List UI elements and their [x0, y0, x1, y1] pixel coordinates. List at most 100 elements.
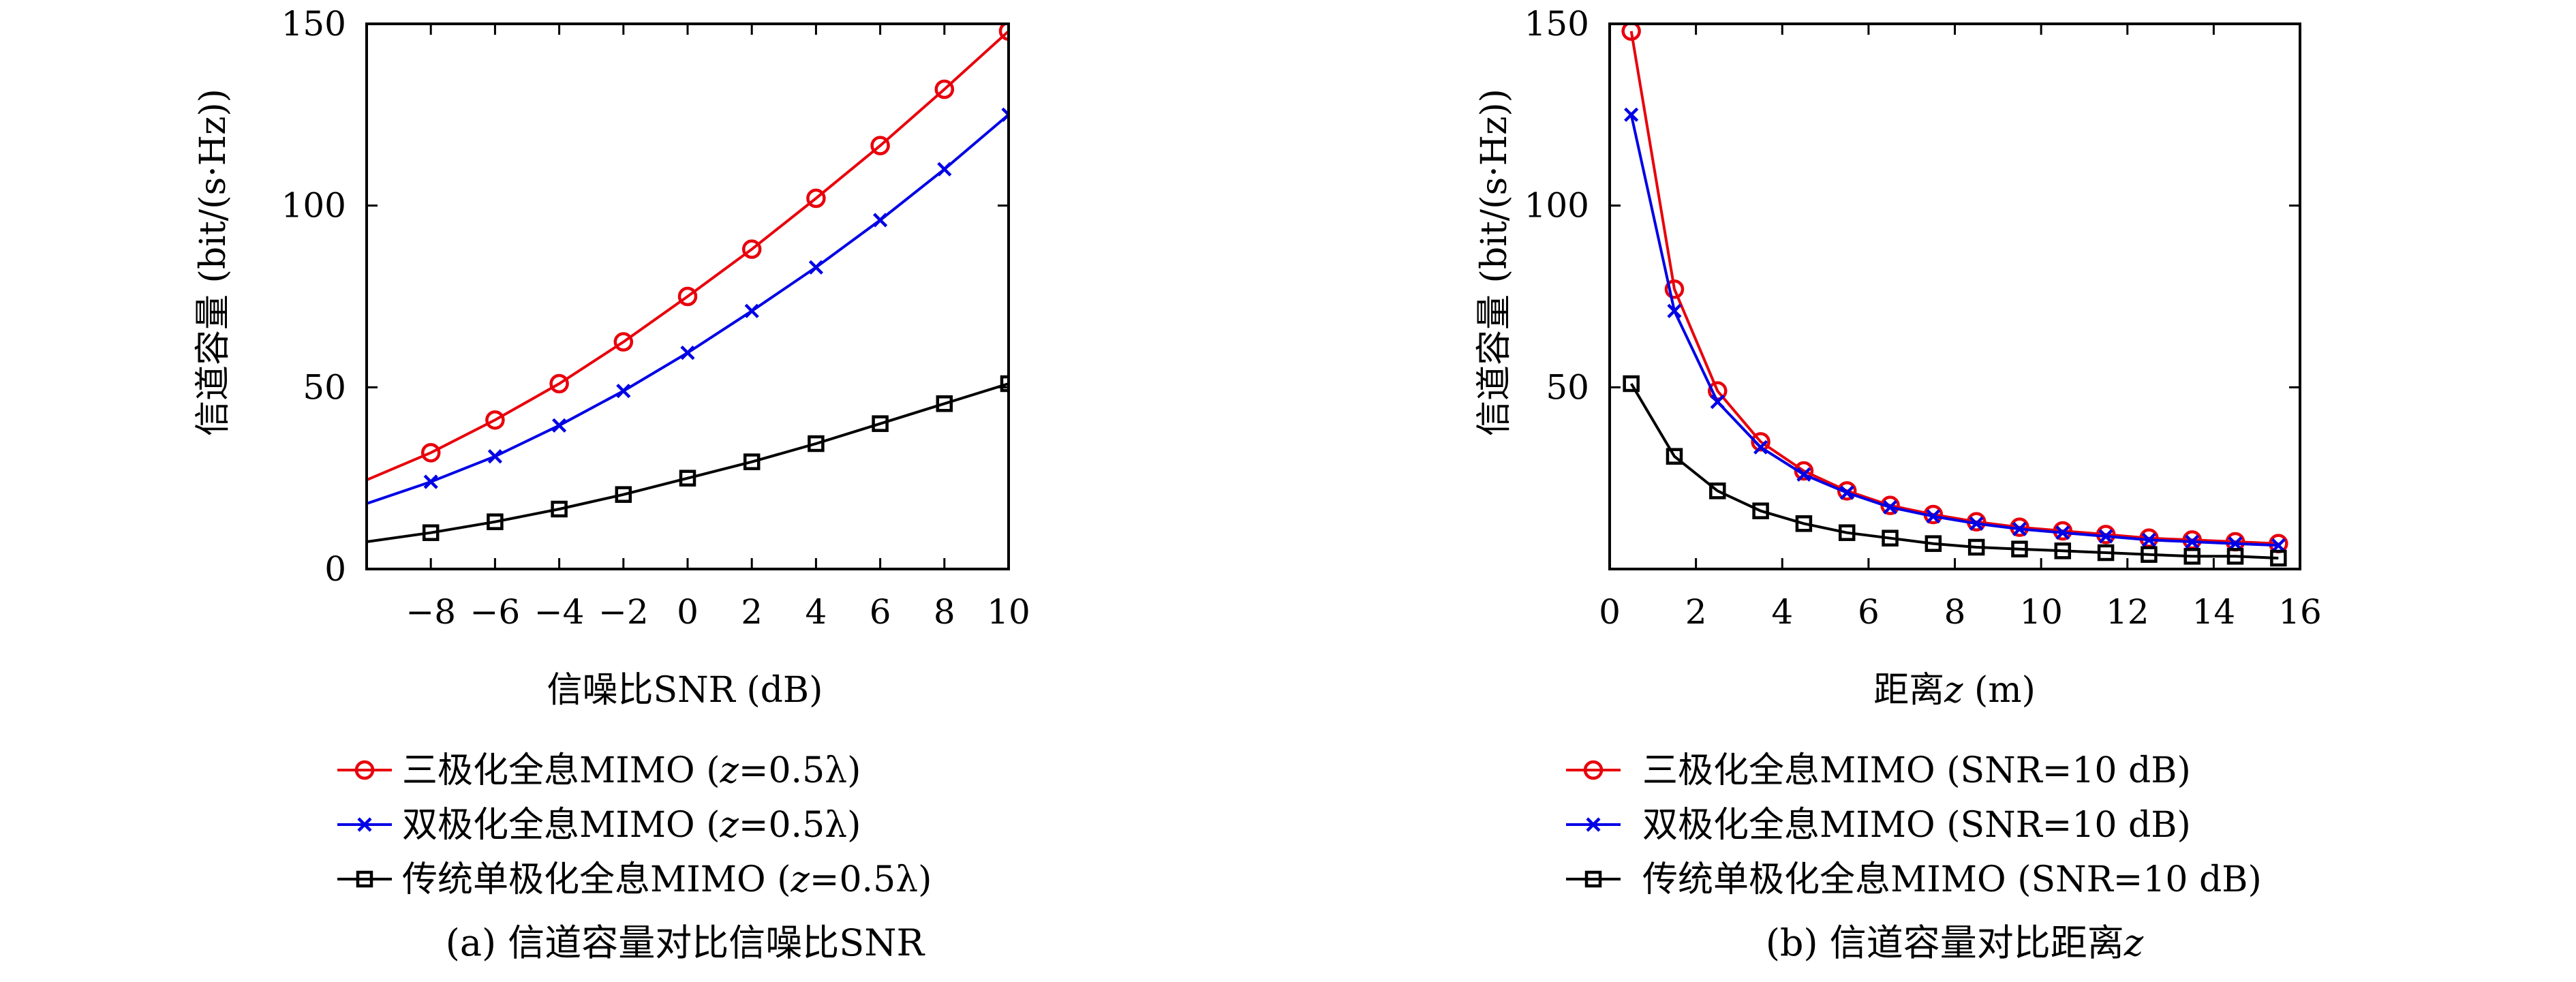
data-point [2270, 549, 2287, 567]
series-a-2 [367, 375, 1009, 543]
data-point [2271, 538, 2286, 553]
data-point [1000, 375, 1009, 393]
data-point [808, 260, 823, 275]
data-point [615, 486, 632, 503]
data-point [934, 79, 955, 99]
series-line [367, 382, 1009, 543]
data-point [998, 24, 1009, 41]
data-point [423, 474, 438, 489]
data-point [1882, 500, 1898, 515]
x-tick-label: −4 [534, 592, 585, 632]
x-tick-label: 0 [677, 592, 699, 632]
data-point [1624, 107, 1639, 122]
data-point [1710, 395, 1725, 410]
legend-marker [356, 870, 373, 888]
data-point [2141, 532, 2157, 547]
x-tick-label: −6 [470, 592, 521, 632]
chart-b: 0 2 4 6 8 10 12 14 16 50 100 150 信道容量 (bit/(s·Hz)) 距离… [1474, 4, 2322, 964]
data-point [806, 188, 826, 209]
legend-marker [354, 760, 375, 780]
x-tick-label: 6 [1858, 592, 1880, 632]
legend-label: 传统单极化全息MIMO (SNR=10 dB) [1642, 859, 2262, 900]
data-point [1967, 538, 1985, 556]
series-line [1629, 382, 2279, 559]
x-axis-label: 信噪比SNR (dB) [547, 670, 823, 711]
series-line [367, 113, 1009, 505]
figure-caption: (b) 信道容量对比距离z [1766, 921, 2144, 964]
series-line [1629, 114, 2279, 547]
legend-marker [1584, 870, 1602, 888]
data-point [872, 415, 889, 432]
data-point [420, 443, 441, 463]
x-tick-label: 2 [1685, 592, 1707, 632]
data-point [743, 453, 761, 470]
x-tick-label: 6 [870, 592, 891, 632]
x-tick-label: 8 [1944, 592, 1966, 632]
data-point [677, 286, 698, 307]
data-point [485, 410, 505, 430]
data-point [2012, 521, 2027, 536]
data-point [2185, 534, 2200, 549]
series-b-1 [1624, 107, 2286, 553]
data-point [1838, 524, 1856, 541]
x-tick-label: 4 [1771, 592, 1793, 632]
data-point [2141, 546, 2158, 563]
series-line [367, 30, 1009, 482]
data-point [1751, 432, 1770, 452]
data-point [487, 449, 502, 464]
data-point [616, 384, 631, 399]
data-point [1882, 530, 1899, 547]
y-tick-label: 150 [1524, 4, 1589, 44]
data-point [2098, 529, 2113, 544]
data-point [1839, 485, 1854, 500]
data-point [2183, 548, 2201, 565]
series-a-1 [367, 107, 1009, 505]
legend-label: 双极化全息MIMO (SNR=10 dB) [1642, 805, 2191, 846]
data-point [741, 239, 762, 259]
legend-label: 三极化全息MIMO (z=0.5λ) [402, 750, 861, 791]
x-tick-label: 12 [2106, 592, 2149, 632]
data-point [679, 470, 696, 487]
data-point [936, 395, 953, 412]
data-point [2228, 536, 2243, 551]
data-point [1623, 375, 1640, 393]
data-point [2055, 525, 2070, 540]
y-axis-label: 信道容量 (bit/(s·Hz)) [1474, 89, 1515, 436]
data-point [1969, 516, 1984, 531]
y-axis-label: 信道容量 (bit/(s·Hz)) [193, 89, 234, 436]
x-tick-label: 14 [2192, 592, 2236, 632]
series-b-0 [1621, 24, 2288, 553]
series-line [1629, 31, 2279, 545]
x-tick-label: −2 [598, 592, 649, 632]
data-point [1795, 515, 1813, 532]
x-tick-label: −8 [405, 592, 456, 632]
data-point [870, 136, 890, 155]
series-a-0 [367, 24, 1009, 482]
series-b-2 [1623, 375, 2287, 567]
data-point [487, 513, 504, 530]
x-tick-label: 0 [1599, 592, 1621, 632]
data-point [552, 418, 567, 433]
data-point [1752, 502, 1769, 519]
data-point [2097, 544, 2115, 562]
data-point [873, 213, 888, 228]
data-point [2011, 540, 2028, 557]
x-tick-label: 8 [934, 592, 955, 632]
x-axis-label: 距离z (m) [1873, 670, 2036, 711]
legend-marker [1586, 817, 1601, 832]
legend-marker [1583, 760, 1604, 780]
legend-marker [357, 817, 372, 832]
legend: 三极化全息MIMO (SNR=10 dB) 双极化全息MIMO (SNR=10 d… [1566, 750, 2262, 900]
x-tick-label: 16 [2278, 592, 2322, 632]
data-point [549, 373, 569, 394]
y-tick-label: 0 [324, 549, 346, 589]
data-point [680, 346, 695, 360]
data-point [2054, 542, 2072, 559]
data-point [1667, 303, 1682, 318]
legend-label: 三极化全息MIMO (SNR=10 dB) [1642, 750, 2191, 791]
data-point [422, 524, 440, 541]
data-point [1664, 279, 1685, 299]
legend-label: 双极化全息MIMO (z=0.5λ) [402, 805, 861, 846]
data-point [1001, 107, 1009, 122]
